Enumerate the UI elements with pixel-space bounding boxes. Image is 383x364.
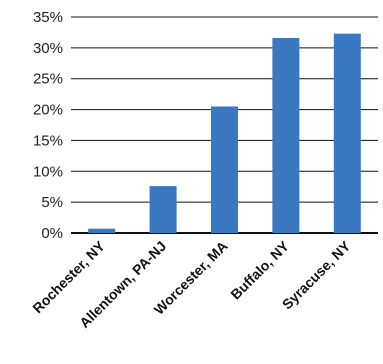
y-tick-label: 30% <box>33 40 63 57</box>
y-tick-label: 0% <box>41 225 63 242</box>
y-tick-label: 20% <box>33 102 63 119</box>
bars <box>88 33 361 234</box>
y-tick-label: 10% <box>33 163 63 180</box>
bar <box>272 37 300 234</box>
y-tick-label: 5% <box>41 194 63 211</box>
y-tick-label: 35% <box>33 9 63 26</box>
bar <box>149 186 177 233</box>
bar <box>88 228 116 233</box>
y-tick-label: 15% <box>33 132 63 149</box>
y-tick-label: 25% <box>33 71 63 88</box>
bar <box>333 33 361 233</box>
x-category-label: Buffalo, NY <box>227 237 292 302</box>
bar <box>211 106 238 233</box>
y-axis-tick-labels: 0% 5% 10% 15% 20% 25% 30% 35% <box>33 9 63 242</box>
